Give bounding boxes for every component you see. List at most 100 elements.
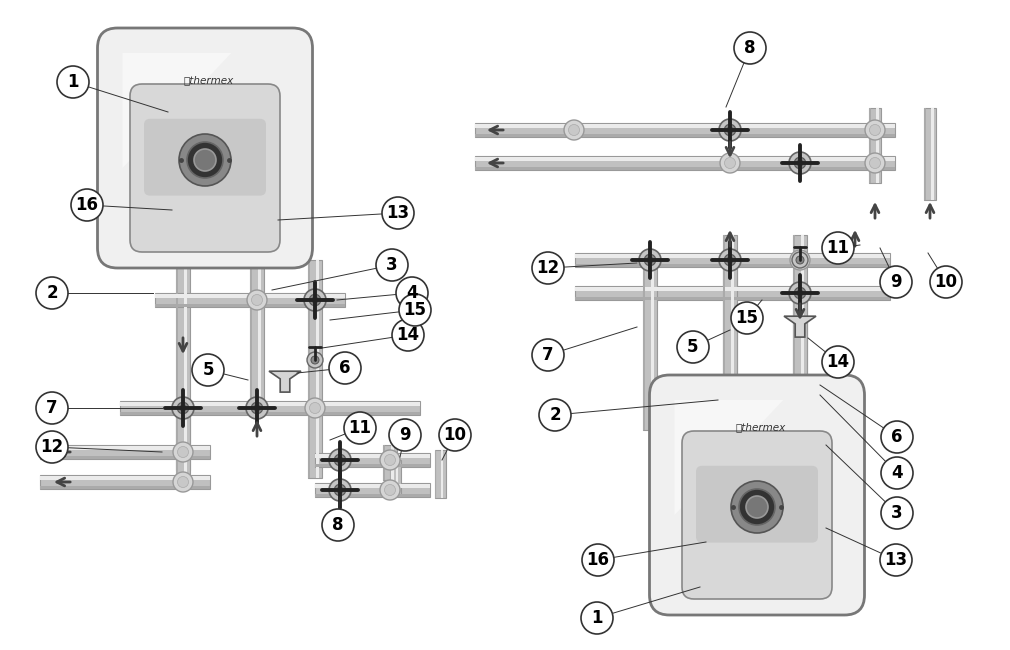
Circle shape [720,250,740,270]
FancyBboxPatch shape [682,431,832,599]
Bar [315,483,430,497]
Bar [723,260,725,430]
Circle shape [251,402,263,413]
Circle shape [881,457,913,489]
Circle shape [385,454,396,465]
Text: 12: 12 [40,438,64,456]
Bar [575,286,890,300]
Bar [184,237,187,470]
Circle shape [727,257,733,263]
Bar [250,300,252,405]
Circle shape [337,457,343,463]
Circle shape [880,266,912,298]
Bar [258,300,262,405]
Circle shape [719,249,741,271]
Bar [40,475,210,489]
Circle shape [797,290,803,296]
Text: 4: 4 [891,464,903,482]
Bar [308,408,310,478]
Bar [40,456,210,459]
Circle shape [790,283,810,303]
Circle shape [57,66,89,98]
Bar [575,264,890,267]
Circle shape [794,287,806,299]
Circle shape [36,431,68,463]
Bar [434,450,445,498]
FancyBboxPatch shape [649,375,865,615]
Text: 4: 4 [406,284,418,302]
Circle shape [329,449,351,471]
Bar [801,293,804,430]
Circle shape [880,544,912,576]
Circle shape [396,277,428,309]
Circle shape [564,120,584,140]
Circle shape [724,255,735,265]
Circle shape [746,496,768,518]
Bar [793,235,807,390]
Circle shape [187,142,223,178]
Circle shape [439,419,471,451]
Text: 6: 6 [891,428,903,446]
Circle shape [71,189,103,221]
Circle shape [376,249,408,281]
Bar [258,237,262,310]
Circle shape [385,484,396,495]
Text: 15: 15 [404,301,426,319]
Circle shape [881,421,913,453]
Circle shape [307,352,323,368]
Circle shape [532,252,564,284]
FancyBboxPatch shape [130,84,280,252]
Circle shape [640,250,660,270]
Circle shape [795,255,806,265]
Text: 12: 12 [536,259,560,277]
Circle shape [569,125,580,135]
Text: 16: 16 [76,196,99,214]
Text: 7: 7 [46,399,58,417]
Bar [723,260,737,430]
Circle shape [582,544,614,576]
Text: 5: 5 [202,361,214,379]
Bar [315,453,430,467]
Text: 11: 11 [348,419,372,437]
Bar [315,454,430,458]
Bar [793,293,807,430]
Bar [391,445,394,480]
Text: 13: 13 [885,551,908,569]
Circle shape [36,392,68,424]
Circle shape [724,124,735,136]
Circle shape [311,356,319,364]
Circle shape [247,290,267,310]
Bar [155,293,345,307]
Circle shape [178,476,189,488]
Text: 3: 3 [891,504,903,522]
Bar [120,402,420,406]
Bar [869,108,871,183]
Bar [120,412,420,415]
Polygon shape [122,53,231,168]
Bar [40,445,210,459]
Circle shape [881,497,913,529]
Bar [643,260,656,430]
Text: 8: 8 [744,39,755,57]
Text: 13: 13 [387,204,410,222]
Text: 1: 1 [591,609,603,627]
Circle shape [720,153,740,173]
Circle shape [865,120,885,140]
Bar [793,235,795,390]
Circle shape [581,602,613,634]
Circle shape [309,402,320,413]
Circle shape [254,405,261,411]
Circle shape [334,454,345,465]
Circle shape [251,294,263,305]
Bar [250,300,264,405]
Circle shape [172,397,194,419]
Bar [475,124,895,128]
Bar [793,293,795,430]
Bar [650,260,654,430]
Polygon shape [675,400,783,515]
Text: 2: 2 [46,284,58,302]
Bar [723,235,737,430]
Circle shape [731,302,763,334]
Circle shape [309,294,321,305]
Bar [924,108,926,200]
